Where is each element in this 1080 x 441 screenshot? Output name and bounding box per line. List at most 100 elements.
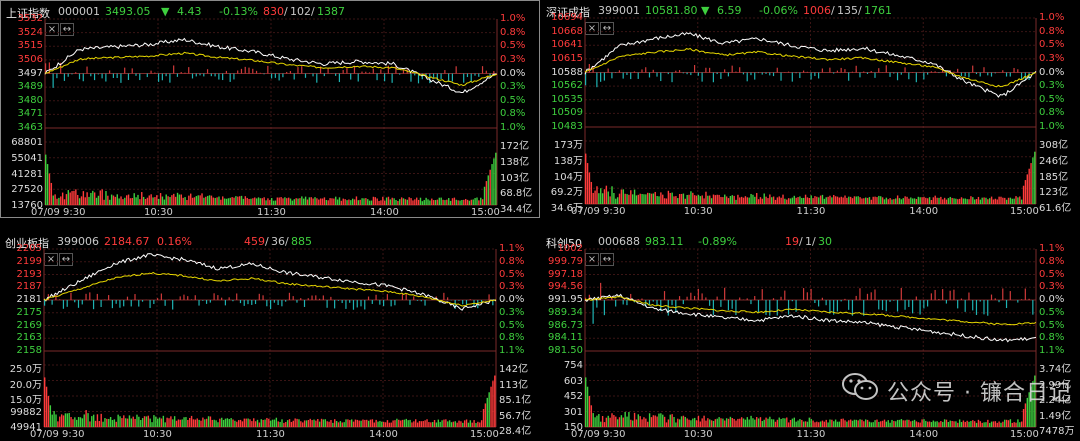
volume-bar bbox=[332, 422, 334, 427]
volume-bar bbox=[480, 197, 482, 205]
flow-bar bbox=[957, 300, 959, 309]
volume-bar bbox=[110, 194, 113, 205]
volume-bar bbox=[966, 420, 968, 427]
volume-bar bbox=[663, 198, 666, 204]
volume-bar bbox=[465, 419, 468, 427]
intraday-chart[interactable] bbox=[0, 231, 540, 441]
flow-bar bbox=[420, 300, 422, 302]
flow-bar bbox=[172, 300, 174, 310]
volume-bar bbox=[325, 200, 328, 205]
intraday-chart[interactable] bbox=[1, 1, 541, 219]
volume-bar bbox=[247, 418, 249, 427]
volume-bar bbox=[588, 396, 591, 427]
volume-bar bbox=[430, 422, 432, 427]
flow-bar bbox=[588, 64, 590, 73]
index-panel-kc[interactable]: 科创50 000688 983.11 -0.89% 19/1/30 × ↔ 1002 999.7… bbox=[541, 231, 1080, 441]
volume-bar bbox=[759, 417, 762, 427]
flow-bar bbox=[375, 294, 377, 300]
flow-bar bbox=[153, 300, 155, 304]
volume-bar bbox=[451, 198, 454, 205]
volume-bar bbox=[658, 413, 660, 427]
flow-bar bbox=[364, 300, 366, 310]
resize-icon[interactable]: ↔ bbox=[59, 253, 73, 266]
volume-bar bbox=[752, 194, 754, 204]
volume-bar bbox=[748, 197, 750, 204]
volume-bar bbox=[165, 194, 167, 205]
percent-axis-label: 1.0% bbox=[500, 13, 526, 24]
resize-icon[interactable]: ↔ bbox=[600, 22, 614, 35]
volume-bar bbox=[181, 419, 183, 427]
flow-bar bbox=[421, 73, 423, 80]
flow-bar bbox=[896, 72, 899, 81]
volume-bar bbox=[812, 420, 814, 427]
volume-bar bbox=[866, 419, 869, 427]
volume-bar bbox=[220, 199, 222, 205]
amount-axis-label: 103亿 bbox=[500, 172, 530, 184]
volume-bar bbox=[633, 412, 636, 427]
time-axis-label: 10:30 bbox=[144, 207, 173, 218]
volume-bar bbox=[915, 421, 918, 427]
amount-axis-label: 34.4亿 bbox=[500, 204, 533, 215]
resize-icon[interactable]: ↔ bbox=[60, 23, 74, 36]
volume-bar bbox=[230, 418, 232, 427]
intraday-chart[interactable] bbox=[541, 0, 1080, 218]
volume-bar bbox=[925, 420, 927, 427]
index-panel-sh[interactable]: 上证指数 000001 3493.05 ▼ 4.43 -0.13% 830/102/1387… bbox=[0, 0, 540, 218]
percent-axis-label: 1.1% bbox=[499, 345, 525, 356]
resize-icon[interactable]: ↔ bbox=[600, 253, 614, 266]
volume-bar bbox=[251, 421, 253, 427]
volume-bar bbox=[434, 200, 437, 205]
flow-bar bbox=[346, 68, 348, 74]
volume-bar bbox=[725, 196, 728, 204]
flow-bar bbox=[303, 300, 306, 307]
volume-bar bbox=[199, 195, 201, 205]
volume-bar bbox=[222, 196, 224, 205]
volume-bar bbox=[1026, 174, 1029, 204]
volume-bar bbox=[844, 420, 846, 427]
index-panel-cy[interactable]: 创业板指 399006 2184.67 0.16% 459/36/885 × ↔ 2205 21… bbox=[0, 231, 540, 441]
flow-bar bbox=[769, 300, 771, 316]
volume-bar bbox=[1034, 151, 1036, 204]
flow-bar bbox=[188, 67, 190, 74]
volume-bar bbox=[665, 422, 668, 427]
volume-bar bbox=[490, 386, 492, 427]
breadth-up: 830 bbox=[263, 5, 284, 18]
flow-bar bbox=[112, 73, 114, 78]
volume-bar bbox=[77, 194, 79, 205]
volume-bar bbox=[403, 419, 406, 427]
volume-bar bbox=[450, 422, 453, 427]
volume-bar bbox=[377, 421, 379, 427]
price-axis-label: 2158 bbox=[16, 345, 42, 356]
volume-bar bbox=[470, 199, 473, 205]
volume-bar bbox=[592, 192, 594, 204]
volume-bar bbox=[209, 416, 212, 427]
volume-bar bbox=[765, 417, 767, 427]
panel-header: 深证成指 399001 10581.80 ▼ 6.59 -0.06% 1006/135/17… bbox=[541, 0, 1080, 19]
volume-bar bbox=[697, 194, 700, 204]
percent-axis-label: 0.5% bbox=[499, 268, 525, 280]
volume-bar bbox=[787, 422, 790, 427]
volume-bar bbox=[120, 196, 122, 205]
flow-bar bbox=[731, 65, 733, 73]
flow-bar bbox=[384, 73, 386, 82]
flow-bar bbox=[289, 71, 292, 74]
volume-bar bbox=[406, 199, 408, 205]
volume-bar bbox=[124, 418, 127, 427]
volume-bar bbox=[793, 195, 795, 204]
breadth-flat: 1 bbox=[805, 235, 812, 248]
flow-bar bbox=[240, 68, 243, 74]
flow-bar bbox=[239, 300, 242, 304]
volume-bar bbox=[158, 417, 161, 427]
index-panel-sz[interactable]: 深证成指 399001 10581.80 ▼ 6.59 -0.06% 1006/135/17… bbox=[541, 0, 1080, 218]
flow-bar bbox=[48, 62, 50, 74]
time-axis-label: 14:00 bbox=[370, 207, 399, 218]
change-percent: -0.89% bbox=[698, 235, 737, 248]
intraday-chart[interactable] bbox=[541, 231, 1080, 441]
flow-bar bbox=[844, 69, 846, 73]
volume-bar bbox=[1000, 196, 1002, 204]
volume-bar bbox=[464, 198, 467, 205]
flow-bar bbox=[444, 70, 446, 74]
amount-axis-label: 3.74亿 bbox=[1039, 364, 1072, 375]
volume-bar bbox=[119, 416, 121, 427]
flow-bar bbox=[198, 300, 200, 306]
